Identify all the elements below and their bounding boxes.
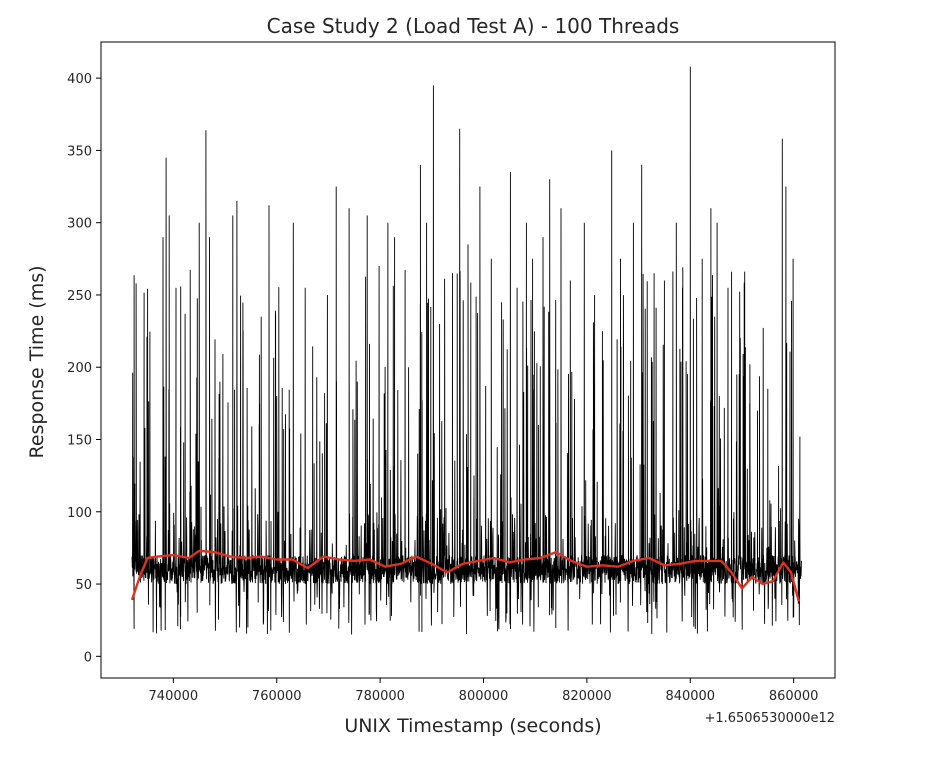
x-axis-label: UNIX Timestamp (seconds) — [344, 715, 601, 737]
x-tick-label: 760000 — [252, 689, 302, 704]
x-tick-label: 800000 — [459, 689, 509, 704]
y-tick-label: 400 — [67, 72, 92, 87]
y-tick-label: 300 — [67, 217, 92, 232]
x-axis-ticks: 740000 760000 780000 800000 820000 840000 8600… — [149, 678, 819, 704]
raw-response-series — [131, 66, 802, 635]
y-tick-label: 250 — [67, 289, 92, 304]
y-axis-ticks: 0 50 100 150 200 250 300 350 400 — [67, 72, 101, 665]
chart-title: Case Study 2 (Load Test A) - 100 Threads — [267, 14, 680, 38]
y-tick-label: 100 — [67, 506, 92, 521]
y-tick-label: 50 — [75, 578, 92, 593]
raw-response-line — [131, 66, 802, 635]
rolling-average-line — [130, 549, 800, 602]
x-tick-label: 780000 — [355, 689, 405, 704]
x-tick-label: 740000 — [149, 689, 199, 704]
y-tick-label: 200 — [67, 361, 92, 376]
plot-area — [100, 41, 836, 679]
x-tick-label: 860000 — [769, 689, 819, 704]
x-axis-offset-label: +1.6506530000e12 — [704, 711, 835, 726]
x-tick-label: 820000 — [562, 689, 612, 704]
x-tick-label: 840000 — [665, 689, 715, 704]
y-tick-label: 150 — [67, 434, 92, 449]
y-tick-label: 0 — [84, 650, 92, 665]
y-tick-label: 350 — [67, 144, 92, 159]
y-axis-label: Response Time (ms) — [26, 265, 48, 458]
